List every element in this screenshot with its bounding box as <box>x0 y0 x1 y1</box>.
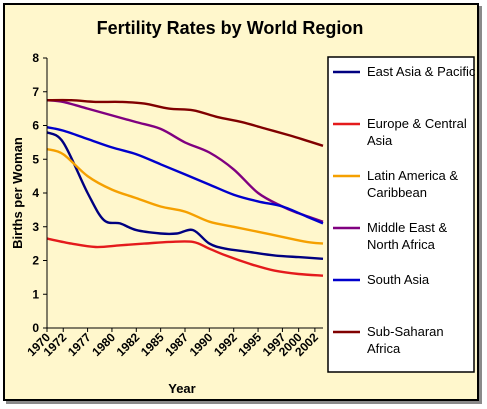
series-line-5 <box>46 98 324 147</box>
legend-label-1: Europe & Central Asia <box>367 116 467 148</box>
y-tick-label: 6 <box>32 119 39 133</box>
chart-title: Fertility Rates by World Region <box>97 18 364 38</box>
x-tick-label: 1977 <box>65 330 94 359</box>
x-tick-label: 1995 <box>235 330 264 359</box>
legend: East Asia & Pacific Europe & Central Asia L… <box>333 64 476 356</box>
legend-label-0: East Asia & Pacific <box>367 64 476 79</box>
plot-area <box>47 58 323 328</box>
legend-box <box>327 56 475 373</box>
series-line-4 <box>46 126 324 225</box>
x-axis-title: Year <box>168 381 195 396</box>
x-tick-label: 1982 <box>114 330 143 359</box>
x-tick-label: 1987 <box>162 330 191 359</box>
y-axis-ticks: 0 1 2 3 4 5 6 7 8 <box>32 51 47 335</box>
x-tick-label: 1980 <box>89 330 118 359</box>
legend-label-4: South Asia <box>367 272 430 287</box>
y-tick-label: 1 <box>32 287 39 301</box>
legend-label-5: Sub-Saharan Africa <box>367 324 444 356</box>
y-axis-title: Births per Woman <box>10 137 25 249</box>
y-tick-label: 2 <box>32 254 39 268</box>
y-tick-label: 0 <box>32 321 39 335</box>
series-line-0 <box>46 131 324 260</box>
legend-label-2: Latin America & Caribbean <box>367 168 458 200</box>
x-tick-label: 1985 <box>138 330 167 359</box>
x-tick-label: 1992 <box>211 330 240 359</box>
y-tick-label: 5 <box>32 152 39 166</box>
y-tick-label: 3 <box>32 220 39 234</box>
legend-label-3: Middle East & North Africa <box>367 220 448 252</box>
x-tick-label: 1990 <box>187 330 216 359</box>
y-tick-label: 7 <box>32 85 39 99</box>
y-tick-label: 8 <box>32 51 39 65</box>
series-line-2 <box>46 147 324 245</box>
series-layer <box>46 98 324 277</box>
x-axis-ticks: 1970197219771980198219851987199019921995… <box>24 328 321 359</box>
series-line-1 <box>46 237 324 277</box>
y-tick-label: 4 <box>32 186 39 200</box>
